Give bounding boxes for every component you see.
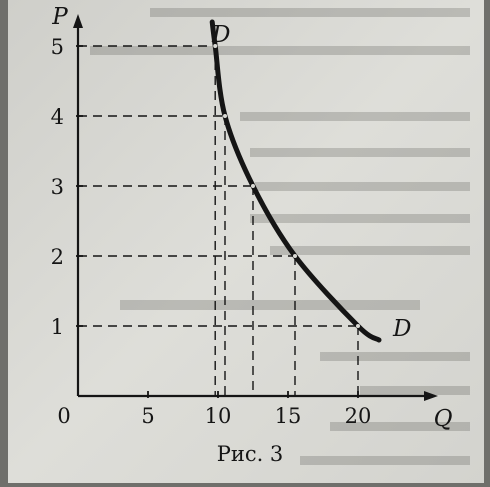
curve-point-3 [293,254,297,258]
y-tick-label-4: 4 [51,105,64,129]
curve-label-bottom: D [392,316,411,342]
curve-label-top: D [211,22,230,48]
curve-group [209,19,382,343]
x-tick-label-5: 5 [141,404,154,428]
x-tick-label-10: 10 [205,404,232,428]
guide-lines-group [78,45,359,396]
y-tick-label-2: 2 [51,245,64,269]
origin-label: 0 [57,404,70,428]
x-axis-label: Q [434,406,453,432]
x-tick-label-20: 20 [345,404,372,428]
y-tick-label-3: 3 [51,175,64,199]
x-tick-label-15: 15 [275,404,302,428]
curve-point-2 [251,184,255,188]
y-axis-label: P [51,4,68,30]
labels-group: 5 10 15 20 1 2 3 4 5 0 Q P D D Рис. 3 [51,4,453,466]
x-axis-arrow [424,391,438,401]
y-tick-label-1: 1 [51,315,64,339]
page-background [8,0,484,483]
bleed-through-lines [90,8,470,465]
curve-point-4 [356,324,360,328]
y-axis-arrow [73,14,83,28]
curve-point-0 [213,44,218,48]
curve-point-1 [223,114,227,118]
figure-caption: Рис. 3 [217,442,284,466]
y-tick-label-5: 5 [51,35,64,59]
